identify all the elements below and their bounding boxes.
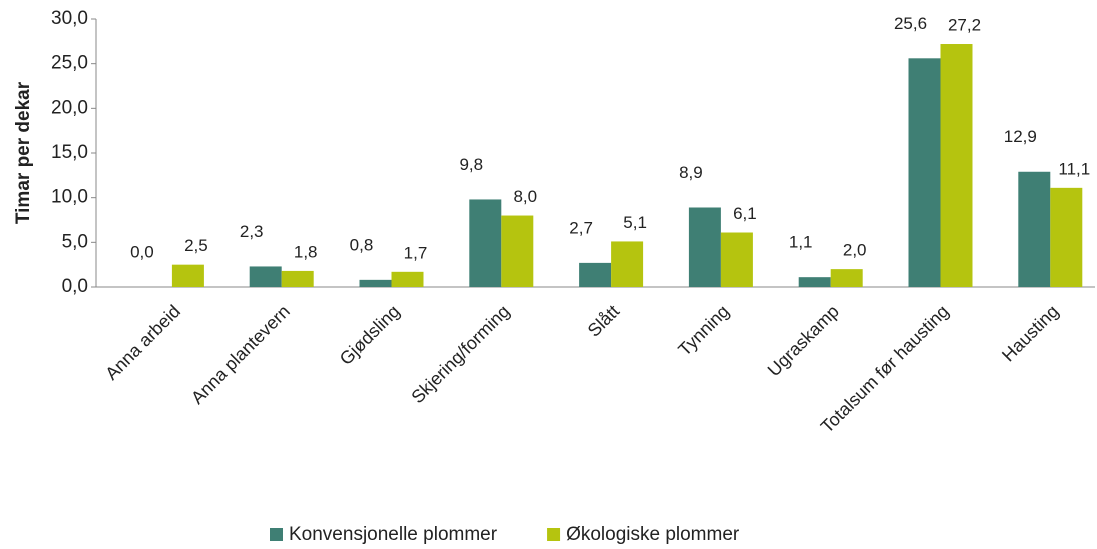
x-tick-label: Ugraskamp [764, 301, 843, 380]
legend-swatch [547, 528, 561, 541]
y-tick-label: 30,0 [51, 8, 88, 29]
x-tick-label: Hausting [998, 301, 1062, 365]
value-label: 0,8 [350, 235, 374, 254]
value-label: 8,0 [513, 187, 537, 206]
value-label: 2,3 [240, 222, 264, 241]
bar [830, 269, 863, 287]
y-tick-label: 15,0 [51, 142, 88, 163]
bar [359, 279, 392, 287]
legend-label: Økologiske plommer [566, 524, 740, 545]
x-tick-label: Anna arbeid [101, 301, 184, 384]
bar [501, 215, 534, 287]
y-axis-title: Timar per dekar [13, 81, 34, 224]
bar [940, 44, 973, 287]
bar [1050, 187, 1083, 287]
bar [1018, 171, 1051, 287]
bar [688, 207, 721, 287]
bar [249, 266, 282, 287]
value-label: 1,8 [294, 242, 318, 261]
x-tick-label: Totalsum før hausting [817, 301, 953, 437]
value-label: 11,1 [1058, 159, 1090, 178]
legend-label: Konvensjonelle plommer [289, 524, 498, 545]
y-tick-label: 20,0 [51, 97, 88, 118]
value-label: 27,2 [948, 15, 981, 34]
bar [611, 241, 644, 287]
x-tick-label: Skjering/forming [407, 301, 513, 407]
value-label: 2,0 [843, 241, 867, 260]
x-tick-label: Anna plantevern [187, 301, 294, 408]
value-label: 1,7 [404, 243, 428, 262]
x-tick-label: Gjødsling [336, 301, 404, 369]
value-label: 5,1 [623, 213, 647, 232]
value-label: 12,9 [1004, 127, 1037, 146]
bar [281, 270, 314, 287]
value-label: 0,0 [130, 242, 154, 261]
value-label: 8,9 [679, 163, 703, 182]
value-label: 2,5 [184, 236, 208, 255]
value-label: 6,1 [733, 204, 757, 223]
bar [798, 277, 831, 287]
bar [908, 58, 941, 287]
x-tick-label: Tynning [674, 301, 733, 360]
y-tick-label: 10,0 [51, 187, 88, 208]
value-label: 9,8 [459, 155, 483, 174]
bar [391, 271, 424, 287]
value-label: 2,7 [569, 218, 593, 237]
y-tick-label: 0,0 [62, 276, 88, 297]
bar [720, 232, 753, 287]
value-label: 1,1 [789, 233, 813, 252]
x-tick-label: Slått [584, 301, 624, 341]
bar [579, 262, 612, 287]
value-label: 25,6 [894, 14, 927, 33]
y-tick-label: 25,0 [51, 53, 88, 74]
y-tick-label: 5,0 [62, 231, 88, 252]
bar [469, 199, 502, 287]
legend-swatch [270, 528, 283, 541]
bar [171, 264, 204, 287]
